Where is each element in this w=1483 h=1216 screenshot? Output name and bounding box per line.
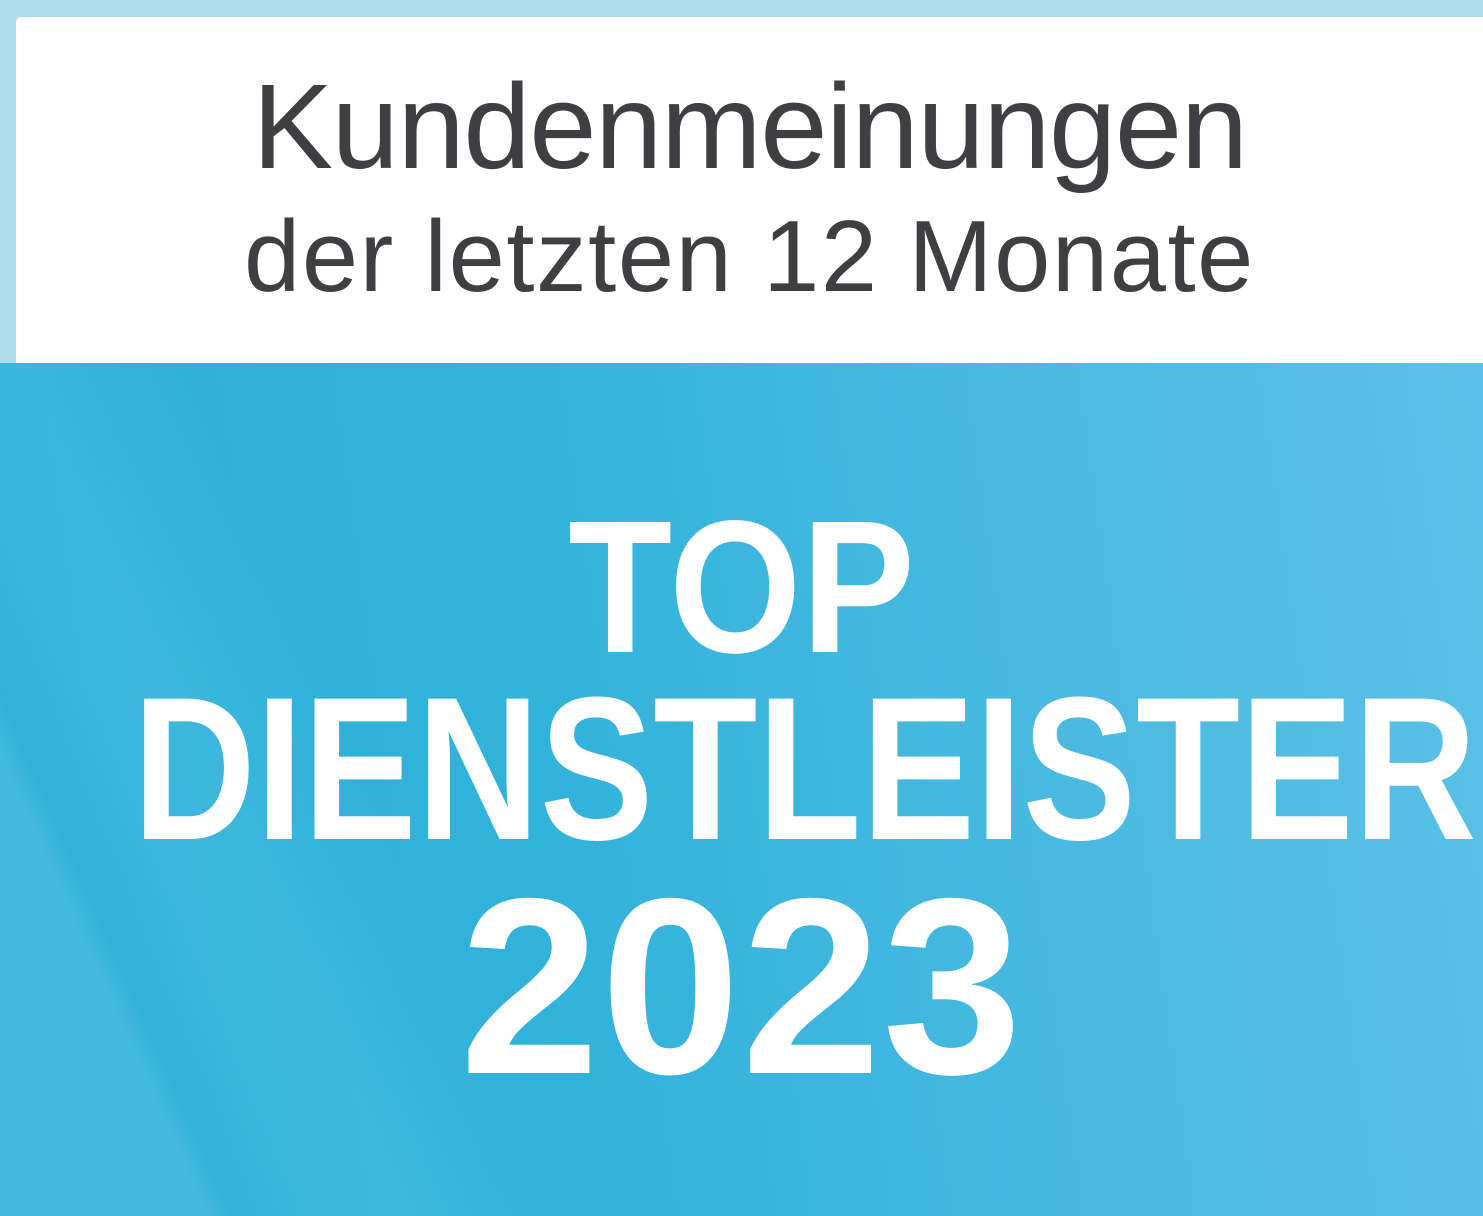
award-year-number: 2023 [459,847,1024,1127]
header-panel-row: Kundenmeinungen der letzten 12 Monate [0,17,1483,363]
award-word-dienstleister: DIENSTLEISTER [132,655,1477,883]
award-area: TOP DIENSTLEISTER 2023 [0,363,1483,1216]
award-line-year: 2023 [0,862,1483,1113]
award-line-top: TOP [0,493,1483,682]
header-panel: Kundenmeinungen der letzten 12 Monate [16,17,1483,363]
frame-top-strip [0,0,1483,17]
award-word-top: TOP [568,482,915,693]
header-line1: Kundenmeinungen [252,58,1248,194]
award-line-dienstleister: DIENSTLEISTER [0,667,1483,871]
header-line2: der letzten 12 Monate [244,201,1255,313]
frame-left-strip [0,17,16,363]
